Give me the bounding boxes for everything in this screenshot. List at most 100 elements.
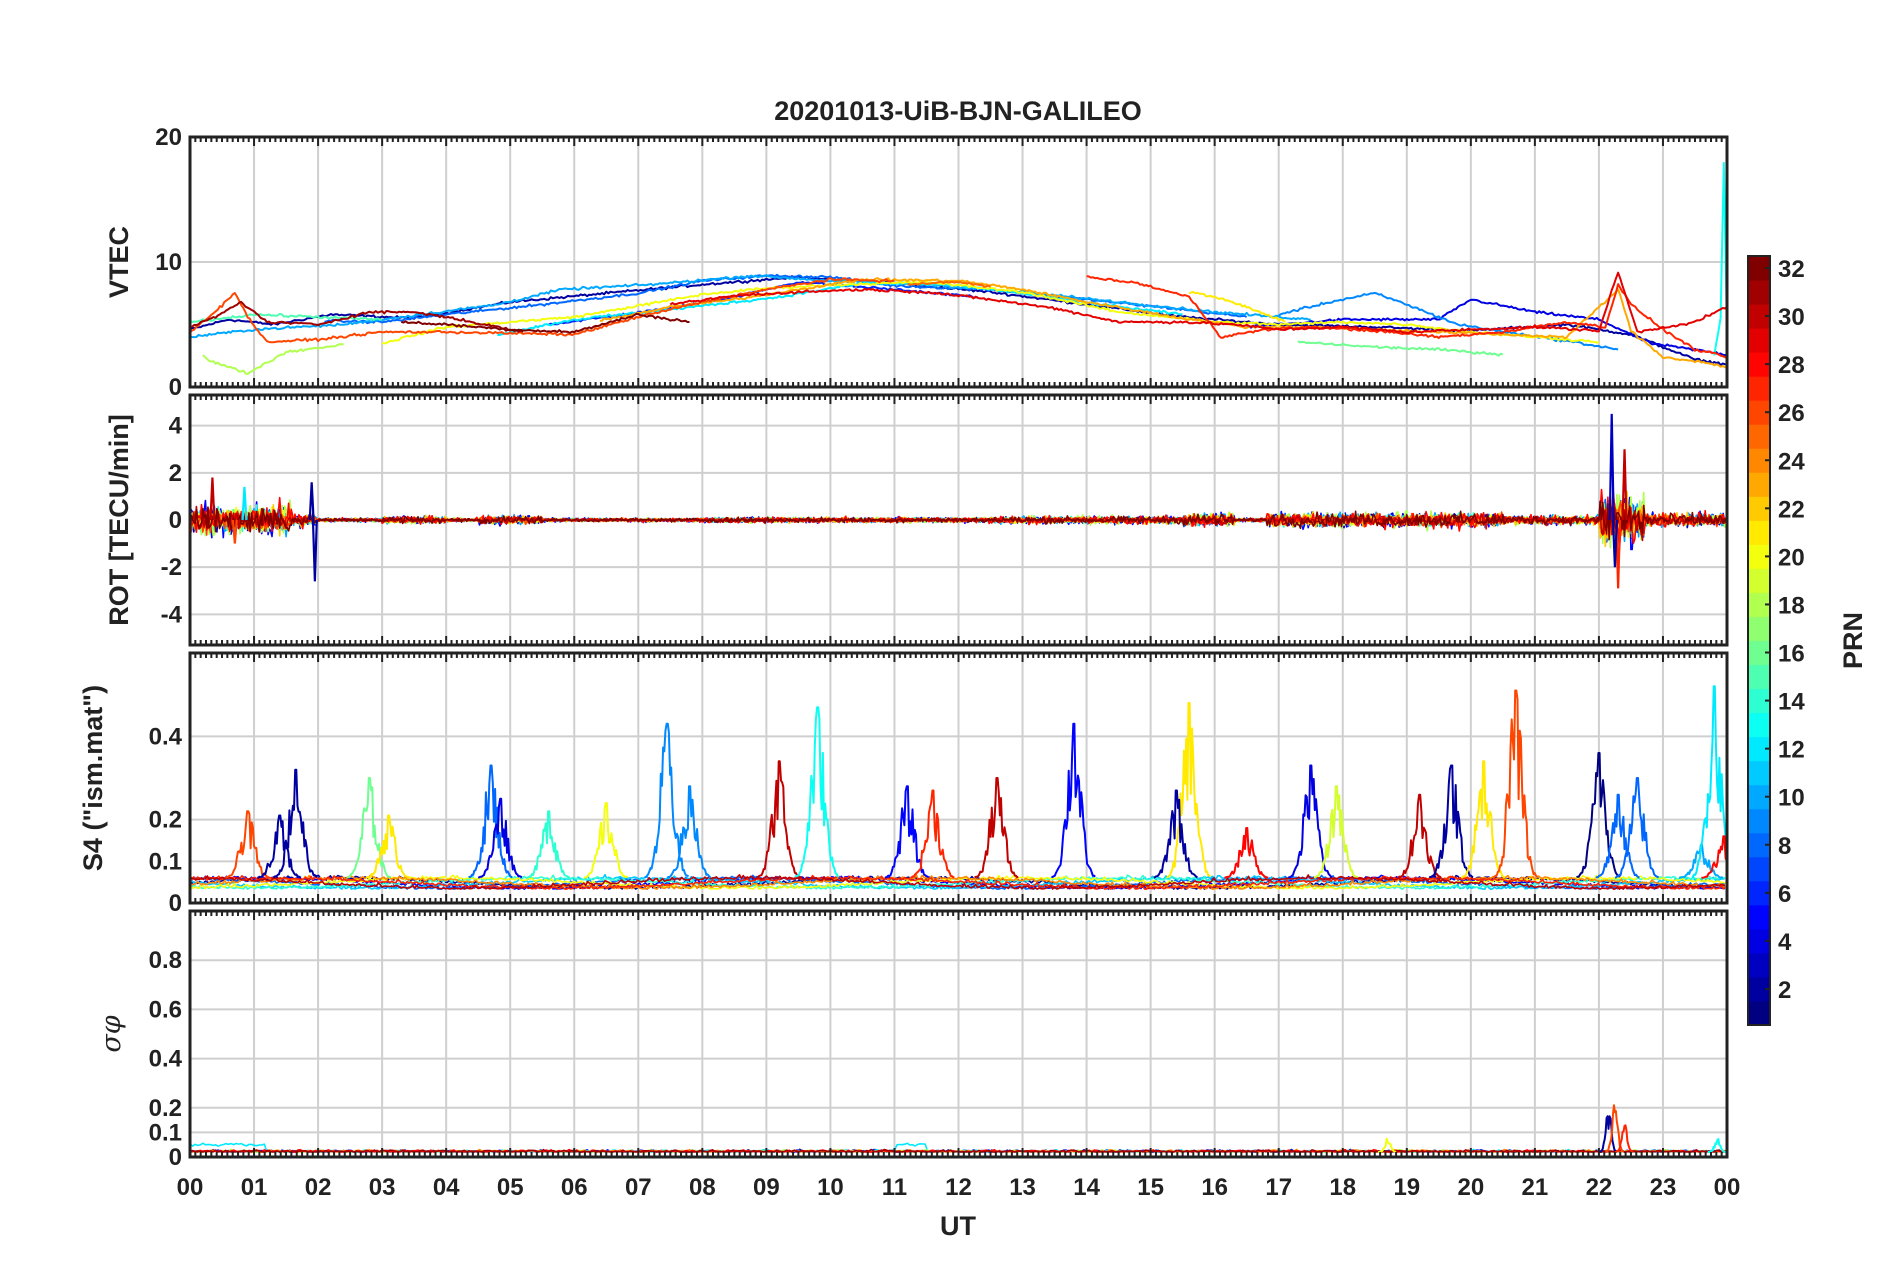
colorbar-tick-label: 12 — [1778, 737, 1805, 764]
colorbar-swatch — [1748, 280, 1770, 305]
y-tick-label: 0.1 — [149, 848, 182, 875]
s4-event-25 — [1493, 689, 1538, 878]
x-tick-label: 21 — [1522, 1174, 1549, 1201]
x-tick-label: 13 — [1009, 1174, 1036, 1201]
colorbar-swatch — [1748, 1000, 1770, 1026]
colorbar-swatch — [1748, 544, 1770, 569]
s4-event-30 — [1691, 685, 1727, 879]
rot-spike — [1611, 519, 1618, 568]
x-tick-label: 19 — [1393, 1174, 1420, 1201]
colorbar-tick-label: 32 — [1778, 256, 1805, 283]
vtec-series-prn-10 — [190, 274, 1311, 339]
x-tick-label: 16 — [1201, 1174, 1228, 1201]
y-tick-label: -4 — [161, 601, 183, 628]
colorbar-swatch — [1748, 352, 1770, 377]
rot-series-prn-32 — [190, 500, 1727, 541]
rot-spike — [308, 482, 315, 521]
colorbar-swatch — [1748, 448, 1770, 473]
colorbar-swatch — [1748, 856, 1770, 882]
s4-baseline-prn-27 — [190, 874, 1726, 891]
data-rot — [190, 413, 1727, 589]
x-tick-label: 10 — [817, 1174, 844, 1201]
vtec-series-prn-13 — [1713, 161, 1727, 356]
colorbar-swatch — [1748, 904, 1770, 930]
colorbar-tick-label: 18 — [1778, 592, 1805, 619]
colorbar-swatch — [1748, 808, 1770, 834]
vtec-series-prn-26 — [190, 277, 895, 344]
x-tick-label: 00 — [177, 1174, 204, 1201]
colorbar-swatch — [1748, 400, 1770, 425]
s4-event-24 — [1461, 760, 1506, 879]
rot-spike — [1621, 449, 1628, 521]
y-axis-label-sigma_phi: σφ — [96, 1015, 127, 1052]
chart-title: 20201013-UiB-BJN-GALILEO — [774, 96, 1142, 126]
y-tick-label: 0.1 — [149, 1119, 182, 1146]
colorbar-swatch — [1748, 736, 1770, 762]
colorbar-swatch — [1748, 568, 1770, 593]
s4-event-1 — [257, 814, 302, 879]
y-tick-label: 10 — [155, 249, 182, 276]
y-tick-label: 0.4 — [149, 1046, 183, 1073]
s4-event-11 — [756, 760, 801, 879]
s4-event-2 — [272, 768, 318, 879]
x-tick-label: 11 — [882, 1174, 907, 1201]
colorbar-swatch — [1748, 256, 1770, 281]
colorbar-swatch — [1748, 472, 1770, 497]
y-tick-label: 0.2 — [149, 807, 182, 834]
s4-event-12 — [794, 706, 839, 878]
y-tick-label: 0.6 — [149, 996, 182, 1023]
colorbar-tick-label: 2 — [1778, 977, 1791, 1004]
colorbar-tick-label: 8 — [1778, 833, 1791, 860]
colorbar-swatch — [1748, 952, 1770, 978]
s4-event-22 — [1397, 793, 1442, 879]
colorbar-swatch — [1748, 328, 1770, 353]
y-tick-label: 4 — [169, 413, 183, 440]
s4-event-27 — [1595, 793, 1640, 879]
s4-event-31 — [1701, 835, 1727, 879]
colorbar-swatch — [1748, 616, 1770, 641]
s4-event-17 — [1166, 702, 1212, 879]
s4-event-4 — [365, 814, 411, 879]
vtec-series-prn-20 — [381, 279, 1600, 345]
sigma-event-2 — [1614, 1124, 1634, 1153]
vtec-series-prn-12 — [497, 281, 1183, 336]
s4-event-6 — [477, 797, 523, 879]
vtec-series-prn-31 — [190, 300, 524, 333]
colorbar-tick-label: 16 — [1778, 641, 1805, 668]
s4-event-28 — [1614, 777, 1660, 879]
y-tick-label: 20 — [155, 124, 182, 151]
vtec-series-prn-25 — [907, 280, 992, 288]
colorbar-tick-label: 22 — [1778, 496, 1805, 523]
colorbar-swatch — [1748, 592, 1770, 617]
colorbar-frame — [1747, 255, 1771, 1026]
x-tick-label: 04 — [433, 1174, 460, 1201]
colorbar-swatch — [1748, 880, 1770, 906]
colorbar-tick-label: 4 — [1778, 929, 1792, 956]
data-s4 — [190, 685, 1727, 891]
colorbar-swatch — [1748, 424, 1770, 449]
vtec-series-prn-27 — [1086, 275, 1727, 359]
panel-sigma_phi: 00.10.2 0.4 0.6 0.8 σφ — [96, 909, 1729, 1171]
y-tick-label: 0 — [169, 1144, 182, 1171]
y-tick-label: 0.8 — [149, 947, 182, 974]
x-tick-label: 22 — [1586, 1174, 1613, 1201]
colorbar-swatch — [1748, 688, 1770, 714]
x-tick-label: 06 — [561, 1174, 588, 1201]
colorbar-swatch — [1748, 784, 1770, 810]
s4-event-9 — [644, 722, 690, 879]
colorbar-swatch — [1748, 976, 1770, 1002]
s4-event-15 — [974, 777, 1019, 879]
s4-event-26 — [1576, 752, 1621, 879]
colorbar-tick-label: 28 — [1778, 352, 1805, 379]
y-tick-label: 0.2 — [149, 1095, 182, 1122]
y-tick-label: 0 — [169, 374, 182, 401]
x-tick-label: 18 — [1329, 1174, 1356, 1201]
colorbar-swatch — [1748, 376, 1770, 401]
vtec-series-prn-29 — [669, 271, 1727, 335]
s4-event-5 — [468, 764, 513, 879]
s4-event-14 — [910, 789, 955, 879]
y-tick-label: 2 — [169, 460, 182, 487]
vtec-series-prn-32 — [400, 313, 690, 334]
